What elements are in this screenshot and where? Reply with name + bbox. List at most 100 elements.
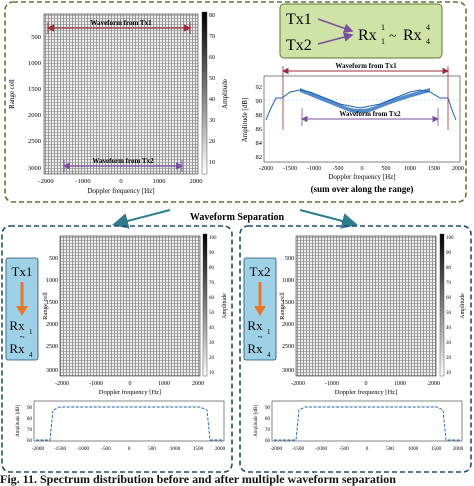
tick: 40 [446, 326, 452, 331]
tick: 80 [446, 266, 452, 271]
top-heatmap-tx1-label: Waveform from Tx1 [90, 19, 152, 27]
tick: 2000 [215, 446, 226, 452]
tick: 0 [361, 166, 364, 172]
right-profile-xticks: -2000 -1500 -1000 -500 0 500 1000 1500 2… [270, 446, 464, 452]
tick: 10 [209, 160, 215, 166]
mapping-rx-first-sup: 1 [381, 23, 385, 32]
tick: 1000 [408, 446, 419, 452]
tick: -500 [333, 166, 344, 172]
tick: 70 [27, 428, 33, 433]
top-profile-xlabel: Doppler frequency [Hz] [328, 173, 395, 181]
tick: 3000 [46, 368, 58, 374]
left-rx-bottom: Rx [9, 341, 25, 356]
tick: 1000 [158, 381, 170, 387]
right-colorbar-ticks: 100 90 80 70 60 50 40 30 20 10 [446, 236, 454, 376]
left-profile-line [36, 406, 222, 441]
tick: 500 [31, 34, 41, 41]
tick: 80 [27, 417, 33, 422]
tick: 50 [209, 311, 215, 316]
right-profile-ylabel: Amplitude [dB] [254, 405, 259, 437]
right-colorbar [439, 233, 445, 377]
mapping-rx-last: Rx [403, 27, 422, 44]
tick: 2500 [282, 344, 294, 350]
top-profile-line [265, 89, 457, 121]
tick: -1500 [292, 446, 305, 452]
tick: 82 [256, 154, 263, 161]
tick: 90 [256, 98, 263, 105]
tick: 1000 [46, 278, 58, 284]
tick: 2000 [190, 178, 203, 185]
top-heatmap-ylabel: Range cell [8, 79, 16, 109]
top-heatmap-xlabel: Doppler frequency [Hz] [87, 187, 154, 195]
tick: 60 [265, 439, 271, 444]
left-profile-xticks: -2000 -1500 -1000 -500 0 500 1000 1500 2… [32, 446, 226, 452]
mapping-tx1: Tx1 [286, 11, 312, 28]
mapping-arrow-tx2 [317, 32, 354, 45]
left-rx-bottom-sub: 4 [29, 351, 33, 359]
tick: -2000 [291, 381, 305, 387]
tick: 2000 [452, 166, 464, 172]
left-panel-frame [1, 225, 233, 473]
tick: 60 [27, 439, 33, 444]
tick: -2000 [55, 381, 69, 387]
tick: 80 [209, 266, 215, 271]
tick: 90 [446, 251, 452, 256]
tick: -1000 [315, 446, 328, 452]
top-profile-tx1-label: Waveform from Tx1 [335, 62, 397, 70]
right-rx-bottom: Rx [247, 341, 263, 356]
tick: 40 [209, 97, 215, 103]
tick: -1000 [75, 178, 90, 185]
tick: 90 [209, 251, 215, 256]
tick: 2500 [28, 138, 41, 145]
tick: 2500 [46, 344, 58, 350]
mapping-box [279, 3, 443, 59]
left-tx-label: Tx1 [12, 264, 33, 279]
tick: 20 [209, 356, 215, 361]
tick: 60 [209, 55, 215, 61]
tick: 0 [365, 381, 368, 387]
left-colorbar-label: Amplitude [222, 293, 228, 319]
figure-caption: Fig. 11. Spectrum distribution before an… [0, 472, 396, 486]
tick: 2000 [282, 322, 294, 328]
tick: 40 [209, 326, 215, 331]
right-profile-plot [271, 400, 463, 442]
top-heatmap-yticks: 500 1000 1500 2000 2500 3000 [28, 34, 41, 172]
top-heatmap [43, 13, 199, 175]
left-rx-top: Rx [9, 318, 25, 333]
mapping-rx-first-sub: 1 [381, 37, 385, 46]
left-colorbar-ticks: 100 90 80 70 60 50 40 30 20 10 [209, 236, 217, 376]
right-colorbar-label: Amplitude [460, 293, 466, 319]
tick: 1000 [394, 381, 406, 387]
tick: 1500 [46, 300, 58, 306]
tick: -500 [339, 446, 349, 452]
tick: 0 [119, 178, 122, 185]
tick: -1000 [325, 381, 339, 387]
mapping-tx2: Tx2 [286, 37, 312, 54]
tick: 92 [256, 84, 263, 91]
tick: 80 [265, 417, 271, 422]
tick: -2000 [32, 446, 45, 452]
top-profile-plot [263, 66, 461, 163]
right-heatmap [295, 235, 437, 377]
left-profile-ylabel: Amplitude [dB] [16, 405, 21, 437]
tick: 500 [382, 166, 391, 172]
tick: 1000 [153, 178, 166, 185]
tick: 500 [386, 446, 394, 452]
tick: 1500 [431, 446, 442, 452]
tick: 1000 [28, 60, 41, 67]
mapping-rx-first: Rx [358, 27, 377, 44]
tick: 60 [446, 296, 452, 301]
tick: -1000 [89, 381, 103, 387]
right-heatmap-xlabel: Doppler frequency [Hz] [335, 389, 397, 396]
tick: -1000 [77, 446, 90, 452]
tick: 90 [265, 406, 271, 411]
tick: 30 [209, 118, 215, 124]
tick: 1500 [193, 446, 204, 452]
tick: 20 [209, 139, 215, 145]
tick: 70 [209, 281, 215, 286]
tick: -1000 [307, 166, 321, 172]
top-panel-frame [4, 1, 467, 203]
left-heatmap [59, 235, 201, 377]
left-rx-top-sub: 1 [29, 328, 33, 336]
top-profile-xticks: -2000 -1500 -1000 -500 0 500 1000 1500 2… [259, 166, 464, 172]
